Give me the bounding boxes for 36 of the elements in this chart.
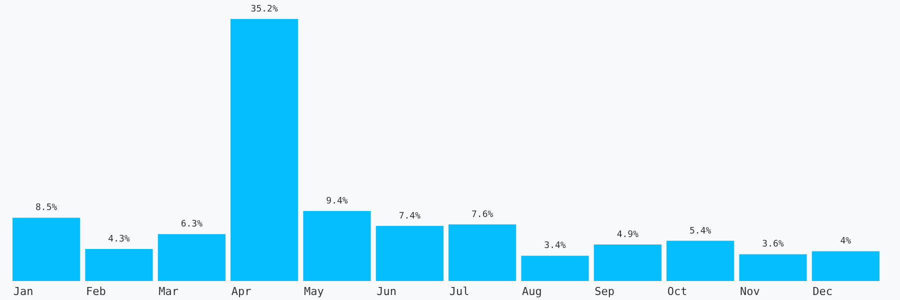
- x-tick-label: Nov: [740, 285, 760, 298]
- data-label: 8.5%: [35, 203, 58, 214]
- x-tick-label: Oct: [667, 285, 688, 298]
- x-tick-label: Jul: [449, 285, 470, 298]
- bar: [12, 218, 80, 281]
- x-tick-label: Dec: [812, 285, 833, 298]
- data-label: 4%: [840, 236, 852, 247]
- bar: [594, 244, 662, 281]
- data-label: 3.4%: [544, 241, 566, 252]
- bar: [376, 226, 444, 281]
- x-tick-label: Aug: [522, 285, 542, 298]
- data-label: 7.6%: [471, 210, 494, 220]
- bar: [303, 211, 371, 281]
- x-tick-label: Jan: [13, 285, 34, 298]
- x-tick-label: Apr: [231, 285, 252, 298]
- data-label: 3.6%: [762, 240, 784, 250]
- x-tick-label: Jun: [376, 285, 397, 298]
- data-label: 6.3%: [180, 220, 204, 230]
- bar: [448, 224, 516, 281]
- x-tick-label: Sep: [594, 285, 615, 298]
- data-label: 35.2%: [250, 4, 278, 14]
- bar: [158, 234, 226, 281]
- x-tick-label: Feb: [86, 285, 106, 298]
- bar: [521, 256, 589, 281]
- x-tick-label: May: [304, 285, 324, 298]
- data-label: 9.4%: [326, 196, 348, 207]
- data-label: 4.9%: [616, 230, 640, 240]
- x-tick-label: Mar: [158, 285, 179, 298]
- bar: [666, 240, 734, 281]
- bar: [812, 251, 880, 281]
- bar: [230, 19, 298, 281]
- data-label: 7.4%: [398, 211, 422, 222]
- data-label: 4.3%: [108, 234, 130, 244]
- data-label: 5.4%: [689, 226, 712, 236]
- bar: [739, 254, 807, 281]
- bar: [85, 248, 153, 281]
